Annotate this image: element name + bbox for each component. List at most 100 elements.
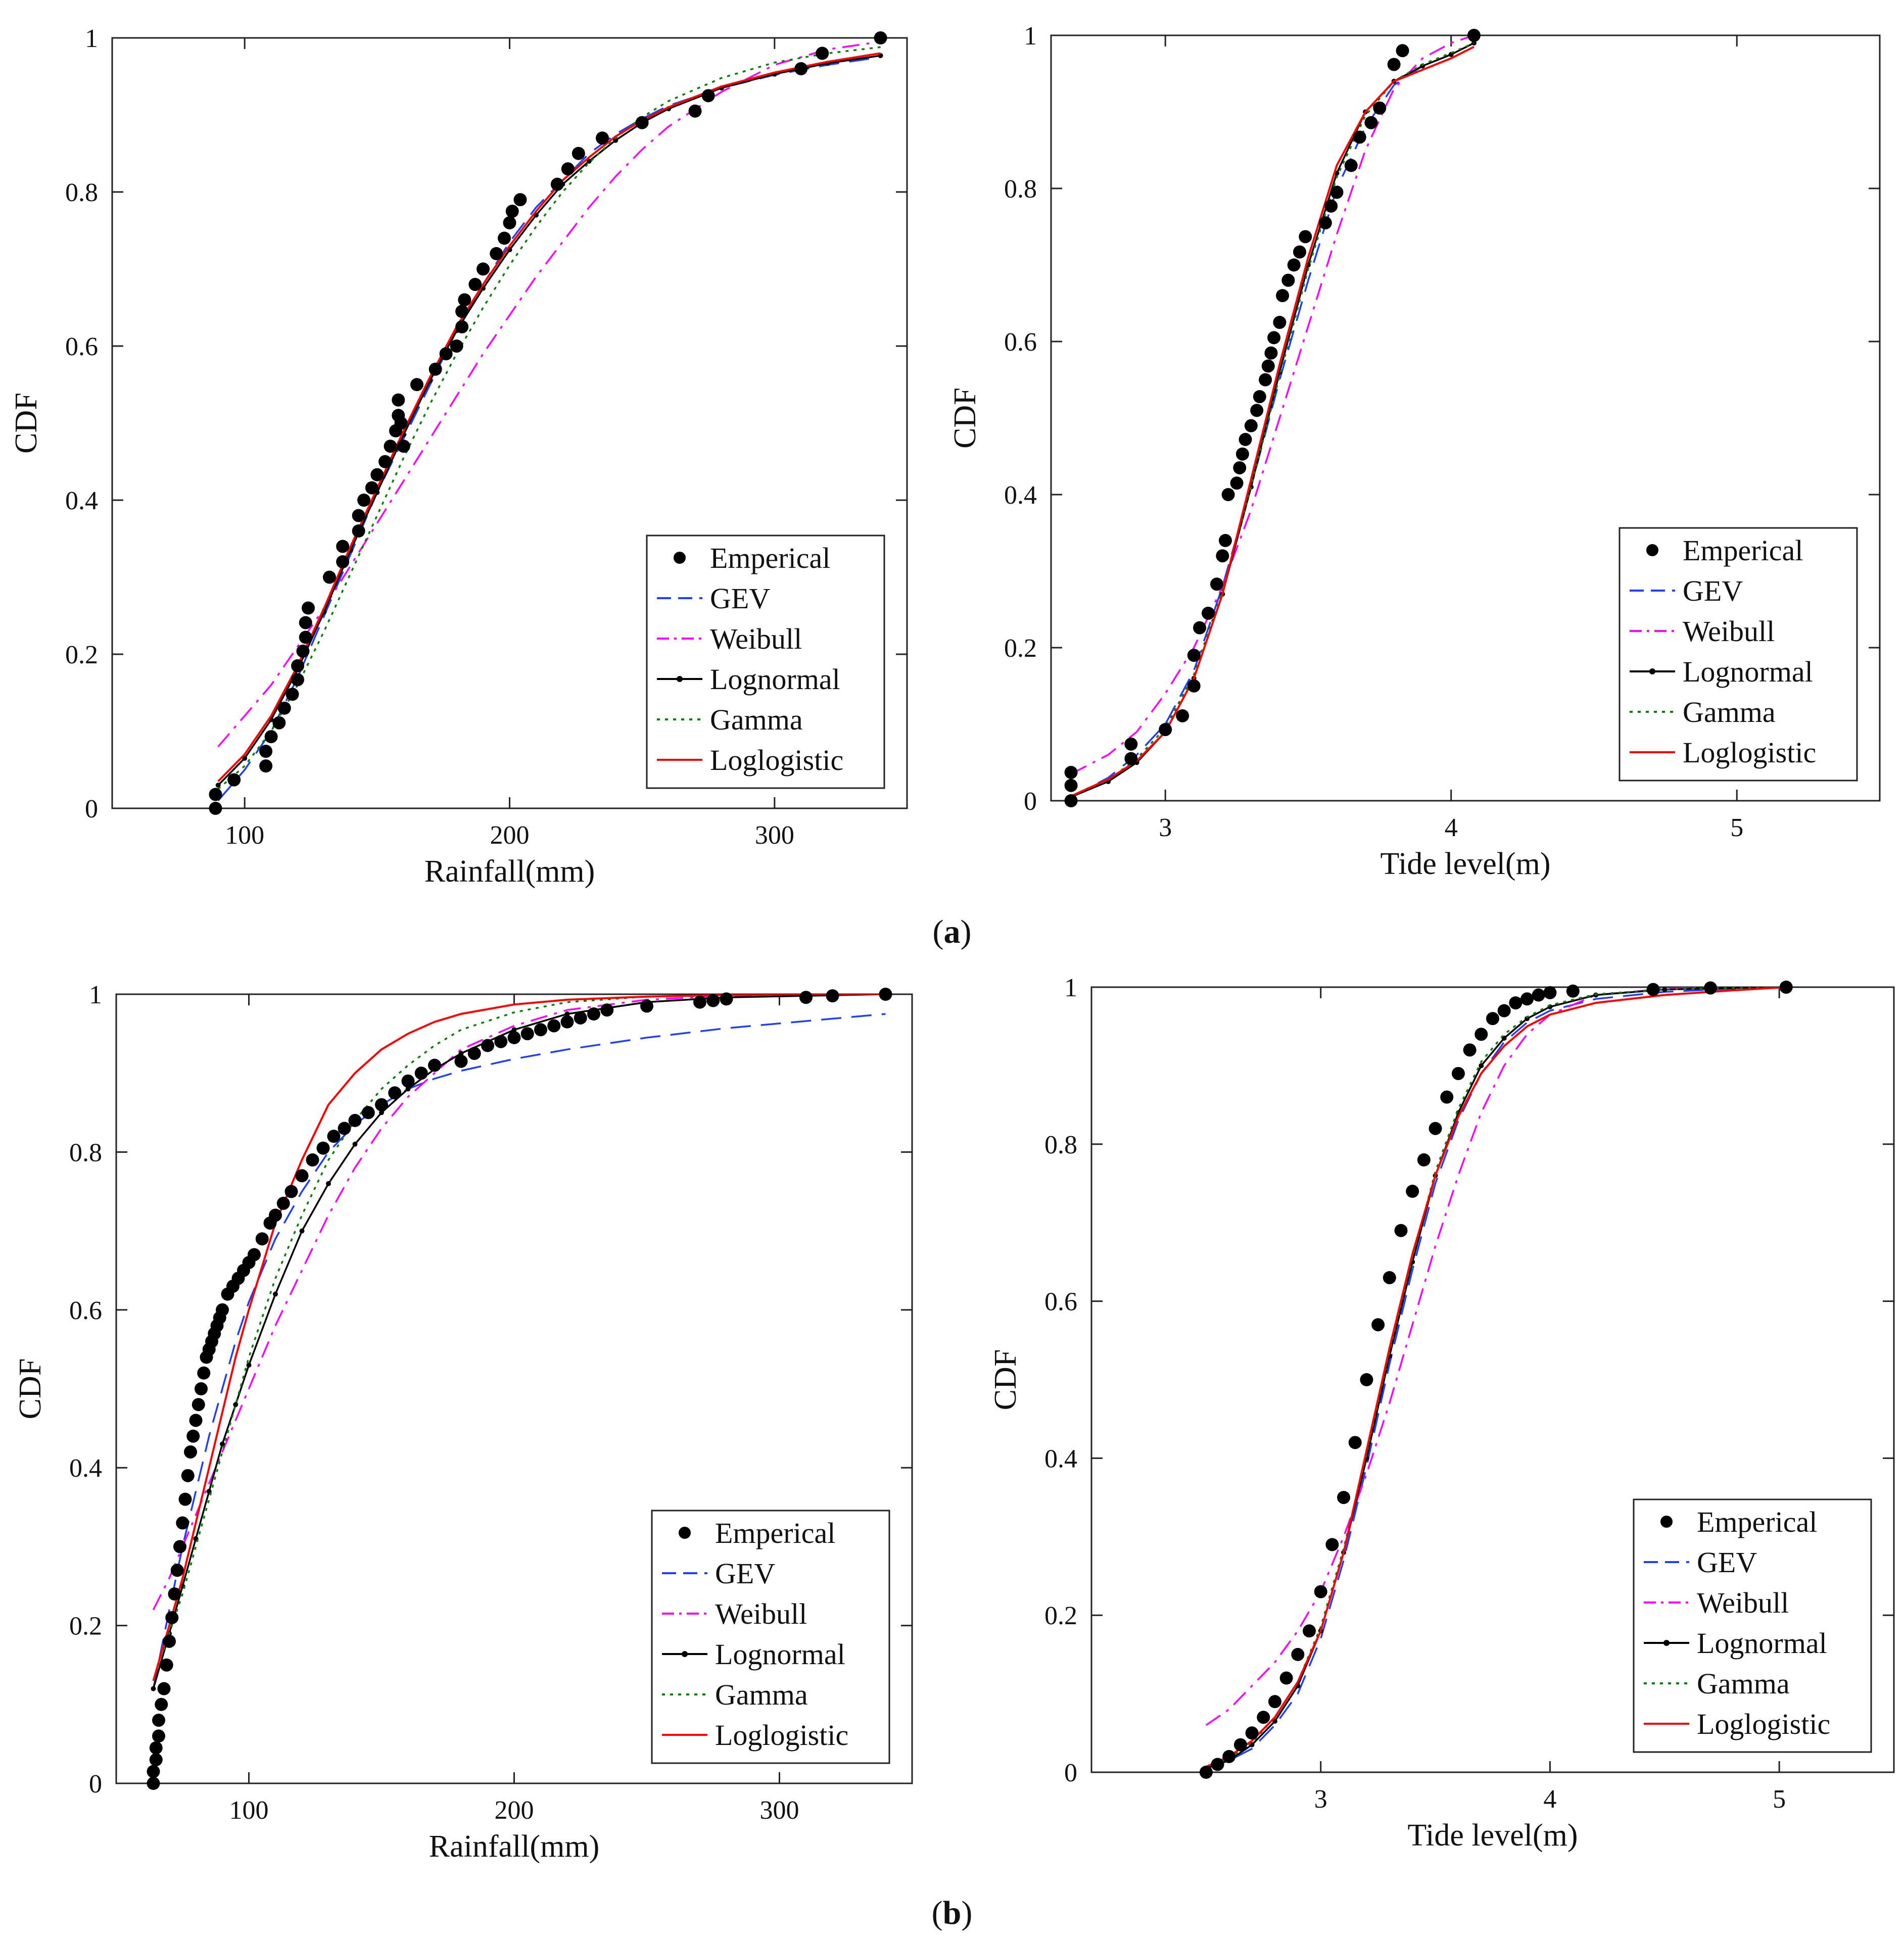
empirical-point — [1211, 1758, 1224, 1771]
x-axis-label: Tide level(m) — [1381, 847, 1551, 881]
empirical-point — [1210, 577, 1223, 591]
legend-marker-lognormal — [1649, 668, 1655, 674]
empirical-point — [1303, 1624, 1316, 1638]
y-tick-label: 1 — [1024, 22, 1037, 51]
series-line-gamma — [1070, 42, 1474, 797]
empirical-point — [149, 1741, 163, 1755]
empirical-point — [1221, 488, 1235, 501]
x-tick-label: 300 — [755, 821, 794, 850]
lognormal-marker — [564, 1011, 570, 1017]
legend-label-loglogistic: Loglogistic — [1697, 1708, 1830, 1740]
empirical-point — [1244, 419, 1258, 432]
legend-marker-lognormal — [682, 1651, 688, 1657]
legend-label-weibull: Weibull — [715, 1597, 807, 1630]
y-axis-label: CDF — [988, 1349, 1023, 1411]
lognormal-marker — [326, 1181, 331, 1186]
empirical-point — [467, 1047, 481, 1060]
legend-label-gev: GEV — [715, 1557, 775, 1590]
empirical-point — [1497, 1004, 1511, 1017]
empirical-point — [1267, 331, 1281, 345]
x-tick-label: 200 — [490, 821, 530, 850]
empirical-point — [1325, 1538, 1339, 1551]
legend-label-weibull: Weibull — [1683, 615, 1775, 648]
legend-label-emperical: Emperical — [715, 1517, 835, 1549]
lognormal-marker — [1662, 987, 1668, 992]
series-line-gev — [1206, 987, 1786, 1769]
empirical-point — [160, 1658, 173, 1672]
empirical-point — [1124, 737, 1138, 751]
empirical-point — [1314, 1585, 1327, 1598]
empirical-point — [1394, 1224, 1408, 1237]
y-tick-label: 0.4 — [1004, 481, 1037, 510]
plot-area — [1068, 35, 1477, 800]
y-tick-label: 0.8 — [1044, 1131, 1077, 1159]
lognormal-marker — [215, 783, 221, 788]
empirical-point — [155, 1697, 168, 1711]
empirical-point — [1532, 988, 1545, 1002]
empirical-point — [550, 177, 564, 191]
empirical-point — [1299, 230, 1312, 244]
legend-marker-emperical — [679, 1527, 691, 1539]
empirical-point — [706, 994, 720, 1007]
empirical-point — [192, 1398, 205, 1412]
x-tick-label: 200 — [495, 1796, 534, 1825]
empirical-point — [291, 659, 305, 672]
empirical-point — [1124, 752, 1138, 765]
empirical-point — [181, 1469, 195, 1482]
empirical-point — [336, 540, 350, 553]
empirical-point — [1259, 373, 1272, 386]
empirical-point — [302, 601, 315, 615]
empirical-point — [216, 1303, 229, 1317]
panel-label-a: (a) — [933, 913, 972, 950]
y-tick-label: 0.4 — [1044, 1444, 1077, 1473]
empirical-point — [874, 31, 887, 44]
empirical-point — [1233, 461, 1247, 474]
legend-label-lognormal: Lognormal — [1683, 655, 1813, 688]
empirical-point — [1324, 199, 1338, 213]
y-tick-label: 0.2 — [69, 1612, 102, 1641]
empirical-point — [272, 716, 286, 730]
empirical-point — [458, 293, 471, 307]
empirical-point — [1383, 1271, 1396, 1284]
empirical-point — [401, 1074, 415, 1088]
x-tick-label: 4 — [1445, 813, 1458, 842]
series-line-gamma — [1206, 987, 1786, 1769]
empirical-point — [799, 991, 813, 1004]
empirical-point — [392, 393, 405, 407]
lognormal-marker — [273, 1291, 278, 1297]
empirical-point — [1293, 245, 1306, 259]
empirical-point — [176, 1516, 189, 1530]
empirical-point — [534, 1023, 547, 1037]
plot-area — [1203, 987, 1789, 1771]
empirical-point — [285, 688, 299, 701]
empirical-point — [336, 555, 350, 568]
legend-label-loglogistic: Loglogistic — [710, 744, 843, 776]
series-line-gev — [217, 56, 881, 801]
empirical-point — [816, 46, 829, 60]
legend-label-loglogistic: Loglogistic — [715, 1719, 848, 1752]
legend-box — [1633, 1498, 1872, 1753]
empirical-point — [450, 339, 463, 353]
empirical-point — [1222, 1750, 1236, 1763]
legend-label-gev: GEV — [1683, 574, 1743, 607]
empirical-point — [291, 673, 305, 687]
empirical-point — [1257, 1711, 1270, 1724]
y-tick-label: 0.6 — [65, 332, 98, 361]
empirical-point — [428, 1058, 441, 1072]
empirical-point — [1187, 649, 1201, 662]
y-tick-label: 0.8 — [1004, 175, 1037, 204]
empirical-point — [248, 1248, 261, 1261]
empirical-point — [507, 1031, 521, 1044]
legend-label-lognormal: Lognormal — [710, 663, 840, 696]
empirical-point — [1287, 258, 1301, 272]
lognormal-marker — [405, 1086, 411, 1092]
empirical-point — [264, 730, 278, 744]
x-axis-label: Rainfall(mm) — [429, 1829, 599, 1864]
empirical-point — [370, 468, 384, 481]
legend-label-gev: GEV — [710, 582, 770, 615]
empirical-point — [152, 1729, 165, 1743]
y-tick-label: 0.2 — [65, 641, 98, 669]
empirical-point — [1543, 986, 1557, 999]
empirical-point — [170, 1564, 184, 1577]
